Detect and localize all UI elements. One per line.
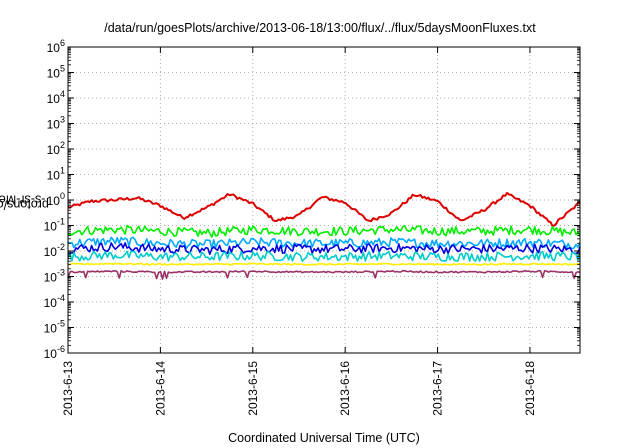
- y-tick-label: 102: [47, 140, 65, 157]
- y-tick-label: 10-6: [44, 344, 65, 361]
- x-tick-label: 2013-6-17: [431, 361, 445, 416]
- y-tick-label: 10-5: [44, 319, 65, 336]
- y-tick-label: 105: [47, 64, 65, 81]
- x-tick-label: 2013-6-14: [153, 361, 167, 416]
- series-line-3: [67, 236, 581, 250]
- y-tick-label: 103: [47, 115, 65, 132]
- series-line-7: [67, 269, 581, 280]
- x-axis-label: Coordinated Universal Time (UTC): [228, 431, 420, 445]
- y-tick-label: 106: [47, 38, 65, 55]
- series-line-2: [67, 224, 581, 238]
- y-tick-label: 10-3: [44, 268, 65, 285]
- x-tick-label: 2013-6-13: [61, 361, 75, 416]
- y-tick-label: 104: [47, 89, 65, 106]
- x-tick-label: 2013-6-16: [338, 361, 352, 416]
- series-line-1: [67, 191, 581, 227]
- series-lines: [67, 191, 581, 280]
- series-line-4: [67, 242, 581, 255]
- series-line-5: [67, 250, 581, 263]
- grid: [68, 47, 580, 353]
- y-tick-label: 101: [47, 166, 65, 183]
- series-line-6: [67, 262, 581, 266]
- x-tick-label: 2013-6-18: [523, 361, 537, 416]
- axes: 10-6 10-5 10-4 10-3 10-2 10-1 100 101 102 103 104 1…: [44, 38, 580, 416]
- y-tick-label: 100: [47, 191, 65, 208]
- x-tick-label: 2013-6-15: [246, 361, 260, 416]
- y-tick-label: 10-1: [44, 217, 65, 234]
- y-tick-label: 10-2: [44, 242, 65, 259]
- y-tick-label: 10-4: [44, 293, 65, 310]
- chart-title: /data/run/goesPlots/archive/2013-06-18/1…: [104, 21, 536, 35]
